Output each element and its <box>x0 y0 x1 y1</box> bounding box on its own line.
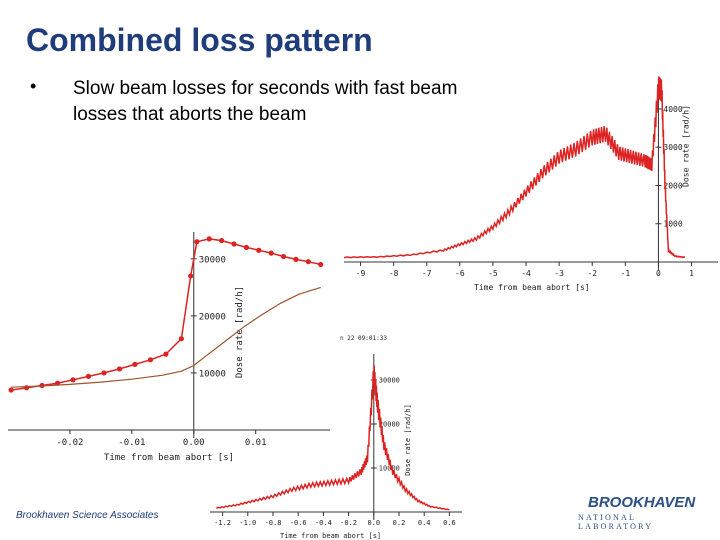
data-point <box>293 256 299 262</box>
x-tick-label: 0 <box>656 269 661 278</box>
brookhaven-logo: BROOKHAVEN NATIONAL LABORATORY <box>578 494 708 531</box>
data-point <box>163 351 169 357</box>
series-line-slow-loss <box>343 76 686 259</box>
x-tick-label: -0.6 <box>290 519 307 527</box>
data-point <box>256 247 262 253</box>
data-point <box>219 237 225 244</box>
x-tick-label: -5 <box>488 269 498 278</box>
y-axis-label: Dose rate [rad/h] <box>235 286 245 378</box>
x-tick-label: 0.2 <box>393 519 406 527</box>
series-line-brown-smooth <box>11 286 321 388</box>
x-tick-label: -4 <box>521 269 531 278</box>
slide-title: Combined loss pattern <box>26 22 373 58</box>
x-tick-label: 0.4 <box>418 519 431 527</box>
y-tick-label: 4000 <box>663 105 682 114</box>
logo-main-text: BROOKHAVEN <box>588 494 696 511</box>
x-axis-label: Time from beam abort [s] <box>280 532 381 540</box>
data-point <box>194 239 200 245</box>
y-tick-label: 20000 <box>199 312 226 322</box>
data-point <box>70 377 76 383</box>
data-point <box>147 357 154 363</box>
x-tick-label: -8 <box>389 269 399 278</box>
x-tick-label: 0.00 <box>183 438 205 448</box>
x-tick-label: -0.01 <box>118 438 145 448</box>
x-tick-label: -3 <box>554 269 564 278</box>
data-point <box>101 370 107 376</box>
bullet-dot: • <box>30 76 37 96</box>
x-tick-label: -0.2 <box>340 519 357 527</box>
x-tick-label: -0.02 <box>56 438 83 448</box>
bottom-middle-plot: -1.2 -1.0 -0.8 -0.6 -0.4 -0.2 0.0 0.2 0.4 0.6 1000… <box>210 335 462 540</box>
y-axis-label: Dose rate [rad/h] <box>404 404 412 476</box>
x-tick-label: -0.8 <box>265 519 282 527</box>
y-tick-label: 30000 <box>199 255 226 265</box>
x-axis-label: Time from beam abort [s] <box>104 453 234 463</box>
footer-organization: Brookhaven Science Associates <box>16 510 159 521</box>
x-tick-label: -1 <box>621 269 631 278</box>
data-point <box>318 261 324 268</box>
left-plot: -0.02 -0.01 0.00 0.01 10000 20000 30000 Time fr… <box>8 232 330 463</box>
top-right-plot: -9 -8 -7 -6 -5 -4 -3 -2 -1 0 1 1000 2000 3000 4000 Time… <box>343 76 718 291</box>
data-point <box>188 273 194 279</box>
data-point <box>116 366 123 372</box>
plot-header-text: n 22 09:01:33 <box>340 335 387 342</box>
data-point <box>85 373 92 379</box>
x-tick-label: 1 <box>689 269 694 278</box>
x-tick-label: 0.01 <box>245 438 267 448</box>
bullet-text: Slow beam losses for seconds with fast b… <box>73 78 458 125</box>
logo-sub-text: NATIONAL LABORATORY <box>578 513 654 531</box>
series-line-fast-loss <box>215 365 450 511</box>
y-tick-label: 20000 <box>379 421 400 429</box>
data-point <box>132 361 138 367</box>
y-tick-label: 3000 <box>663 143 682 152</box>
x-tick-label: -2 <box>587 269 597 278</box>
x-tick-label: 0.6 <box>443 519 456 527</box>
x-tick-label: -1.0 <box>239 519 256 527</box>
y-axis-label: Dose rate [rad/h] <box>681 105 690 187</box>
x-tick-label: 0.0 <box>367 519 380 527</box>
y-tick-label: 2000 <box>663 181 682 190</box>
y-tick-label: 1000 <box>663 220 682 229</box>
data-point <box>178 336 184 342</box>
data-point <box>206 236 212 242</box>
x-tick-label: -0.4 <box>315 519 332 527</box>
x-tick-label: -6 <box>455 269 465 278</box>
y-tick-label: 10000 <box>379 465 400 473</box>
x-axis-label: Time from beam abort [s] <box>474 283 590 291</box>
data-point <box>280 253 287 260</box>
y-tick-label: 10000 <box>199 369 226 379</box>
x-tick-label: -7 <box>422 269 432 278</box>
data-point <box>231 241 237 247</box>
x-tick-label: -9 <box>356 269 366 278</box>
x-tick-label: -1.2 <box>214 519 231 527</box>
data-point <box>243 244 250 251</box>
data-point <box>8 387 14 393</box>
data-point <box>305 259 311 265</box>
data-point <box>268 250 274 256</box>
y-tick-label: 30000 <box>379 377 400 385</box>
